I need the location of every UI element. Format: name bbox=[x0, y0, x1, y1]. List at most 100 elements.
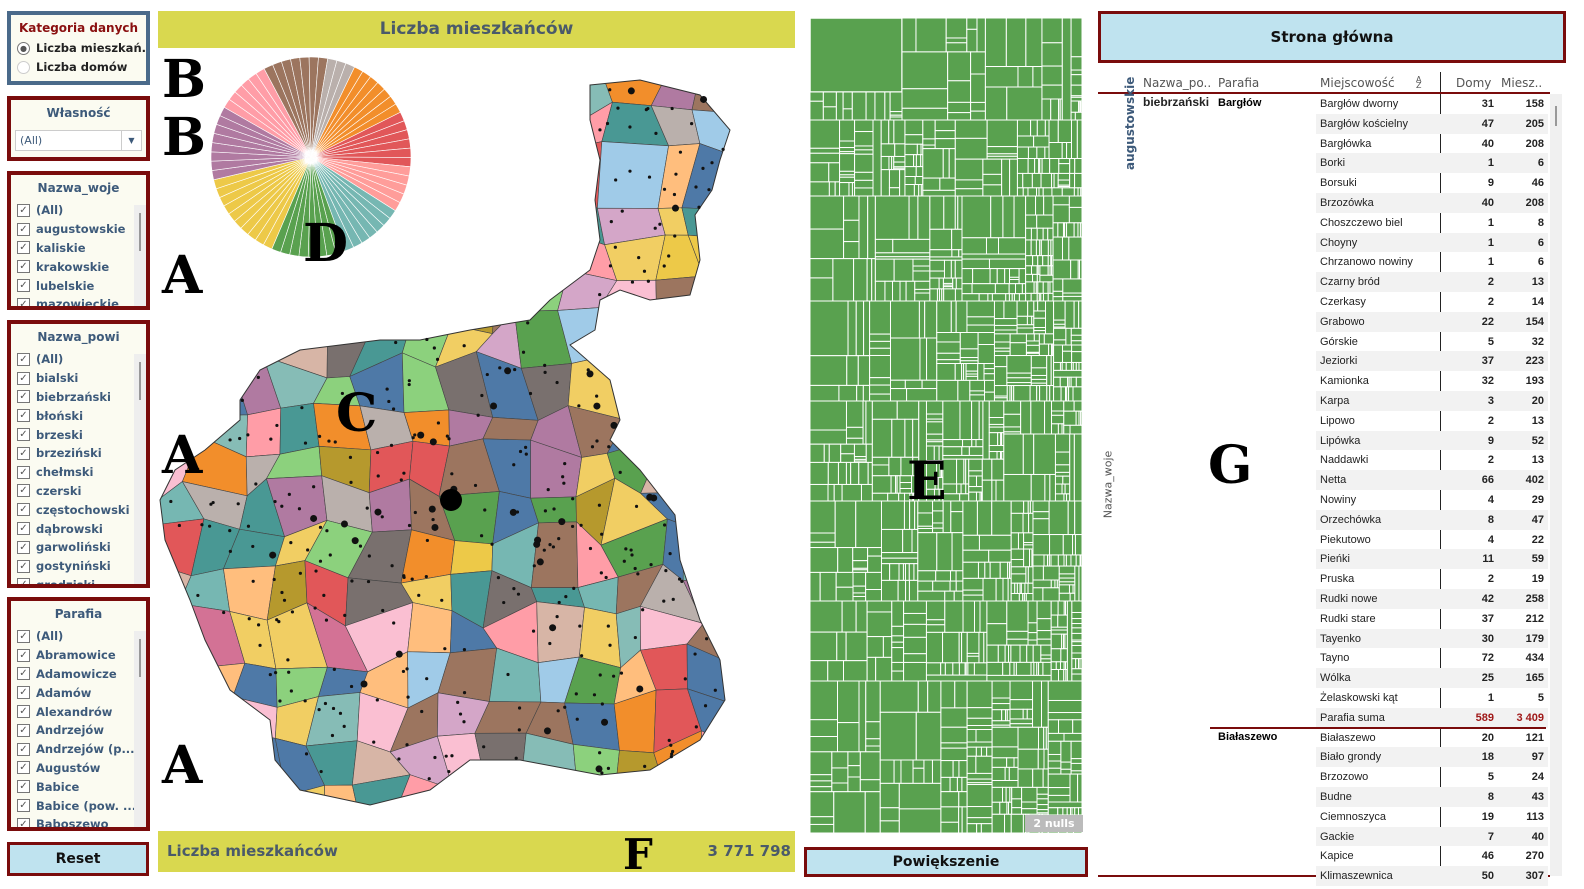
map-region[interactable] bbox=[728, 265, 774, 328]
filter-item[interactable]: ✓ Alexandrów bbox=[11, 702, 146, 721]
treemap-cell[interactable] bbox=[898, 563, 904, 581]
treemap-cell[interactable] bbox=[1033, 333, 1040, 342]
powiekszenie-button[interactable]: Powiększenie bbox=[804, 847, 1088, 877]
treemap-cell[interactable] bbox=[958, 806, 963, 833]
treemap-cell[interactable] bbox=[966, 631, 980, 654]
table-row[interactable]: Wólka 25 165 bbox=[1316, 668, 1548, 688]
location-dot[interactable] bbox=[410, 577, 414, 581]
treemap-cell[interactable] bbox=[1049, 158, 1060, 174]
location-dot[interactable] bbox=[513, 367, 517, 372]
treemap-cell[interactable] bbox=[983, 373, 995, 381]
treemap-cell[interactable] bbox=[966, 746, 977, 757]
treemap-cell[interactable] bbox=[1002, 786, 1007, 803]
treemap-cell[interactable] bbox=[968, 458, 983, 472]
treemap-cell[interactable] bbox=[979, 600, 988, 633]
location-dot[interactable] bbox=[548, 543, 552, 547]
treemap-cell[interactable] bbox=[866, 258, 873, 302]
location-dot[interactable] bbox=[549, 624, 557, 632]
location-dot[interactable] bbox=[425, 538, 429, 543]
nulls-indicator[interactable]: 2 nulls bbox=[1025, 815, 1083, 832]
treemap-cell[interactable] bbox=[950, 259, 956, 279]
treemap-cell[interactable] bbox=[1016, 300, 1029, 317]
location-dot[interactable] bbox=[314, 569, 318, 573]
treemap-cell[interactable] bbox=[1025, 344, 1040, 353]
treemap-cell[interactable] bbox=[955, 300, 968, 334]
location-dot[interactable] bbox=[462, 720, 466, 724]
treemap-cell[interactable] bbox=[947, 101, 972, 114]
location-dot[interactable] bbox=[380, 515, 384, 519]
treemap-cell[interactable] bbox=[968, 475, 977, 488]
treemap-cell[interactable] bbox=[925, 400, 944, 415]
table-row[interactable]: Tayno 72 434 bbox=[1316, 648, 1548, 668]
treemap-cell[interactable] bbox=[1006, 757, 1015, 768]
treemap-cell[interactable] bbox=[919, 337, 928, 381]
treemap-cell[interactable] bbox=[1050, 648, 1062, 663]
treemap-cell[interactable] bbox=[855, 300, 865, 357]
treemap-cell[interactable] bbox=[891, 670, 905, 682]
treemap-cell[interactable] bbox=[996, 451, 1002, 460]
treemap-cell[interactable] bbox=[1036, 618, 1052, 632]
treemap-cell[interactable] bbox=[831, 751, 849, 769]
treemap-cell[interactable] bbox=[1036, 786, 1049, 795]
table-scrollbar[interactable] bbox=[1550, 94, 1562, 876]
treemap-cell[interactable] bbox=[984, 66, 1019, 88]
treemap-cell[interactable] bbox=[1047, 787, 1071, 796]
treemap-cell[interactable] bbox=[1017, 748, 1039, 770]
radio-liczba-domow[interactable]: Liczba domów bbox=[11, 58, 146, 77]
table-row[interactable]: Karpa 3 20 bbox=[1316, 391, 1548, 411]
location-dot[interactable] bbox=[399, 478, 403, 482]
treemap-cell[interactable] bbox=[908, 195, 919, 240]
treemap-cell[interactable] bbox=[917, 527, 934, 534]
map-region[interactable] bbox=[233, 820, 290, 828]
treemap-cell[interactable] bbox=[912, 265, 931, 272]
location-dot[interactable] bbox=[683, 677, 687, 681]
treemap-cell[interactable] bbox=[970, 101, 986, 112]
treemap-cell[interactable] bbox=[1032, 534, 1051, 556]
treemap-cell[interactable] bbox=[960, 483, 967, 495]
location-dot[interactable] bbox=[532, 564, 536, 568]
filter-item[interactable]: ✓ mazowieckie bbox=[11, 295, 146, 306]
location-dot[interactable] bbox=[574, 692, 578, 696]
table-row[interactable]: Brzozówka 40 208 bbox=[1316, 193, 1548, 213]
map-region[interactable] bbox=[599, 306, 658, 359]
treemap-cell[interactable] bbox=[989, 268, 998, 285]
location-dot[interactable] bbox=[690, 122, 694, 126]
treemap-cell[interactable] bbox=[959, 400, 973, 441]
location-dot[interactable] bbox=[588, 546, 593, 551]
filter-item[interactable]: ✓ Andrzejów bbox=[11, 721, 146, 740]
treemap-cell[interactable] bbox=[1054, 493, 1065, 502]
location-dot[interactable] bbox=[317, 434, 322, 438]
treemap-cell[interactable] bbox=[962, 549, 990, 563]
map-region[interactable] bbox=[728, 200, 782, 242]
filter-item[interactable]: ✓ biebrzański bbox=[11, 388, 146, 407]
treemap-cell[interactable] bbox=[1004, 644, 1010, 663]
treemap-cell[interactable] bbox=[898, 492, 906, 502]
map-region[interactable] bbox=[450, 540, 493, 575]
treemap-cell[interactable] bbox=[1050, 579, 1056, 589]
treemap-cell[interactable] bbox=[917, 570, 937, 582]
treemap-cell[interactable] bbox=[961, 806, 968, 833]
map-region[interactable] bbox=[388, 818, 442, 828]
treemap-cell[interactable] bbox=[1070, 554, 1077, 567]
treemap-cell[interactable] bbox=[893, 161, 906, 168]
treemap-cell[interactable] bbox=[972, 268, 991, 285]
location-dot[interactable] bbox=[272, 577, 276, 582]
treemap-cell[interactable] bbox=[991, 801, 1001, 815]
treemap-cell[interactable] bbox=[939, 177, 956, 191]
map-region[interactable] bbox=[722, 412, 793, 438]
treemap-cell[interactable] bbox=[1049, 385, 1055, 402]
treemap-cell[interactable] bbox=[961, 195, 992, 239]
map-region[interactable] bbox=[472, 769, 537, 828]
map-region[interactable] bbox=[733, 65, 783, 113]
treemap-cell[interactable] bbox=[1038, 661, 1044, 676]
location-dot[interactable] bbox=[402, 574, 406, 578]
treemap-cell[interactable] bbox=[1070, 69, 1083, 76]
treemap-cell[interactable] bbox=[1062, 278, 1083, 294]
treemap-cell[interactable] bbox=[1005, 786, 1011, 803]
table-row[interactable]: Rudki stare 37 212 bbox=[1316, 609, 1548, 629]
treemap-cell[interactable] bbox=[1070, 96, 1083, 102]
treemap-cell[interactable] bbox=[809, 400, 847, 431]
treemap-cell[interactable] bbox=[839, 153, 856, 172]
treemap-cell[interactable] bbox=[954, 363, 963, 381]
treemap-cell[interactable] bbox=[1008, 283, 1017, 295]
